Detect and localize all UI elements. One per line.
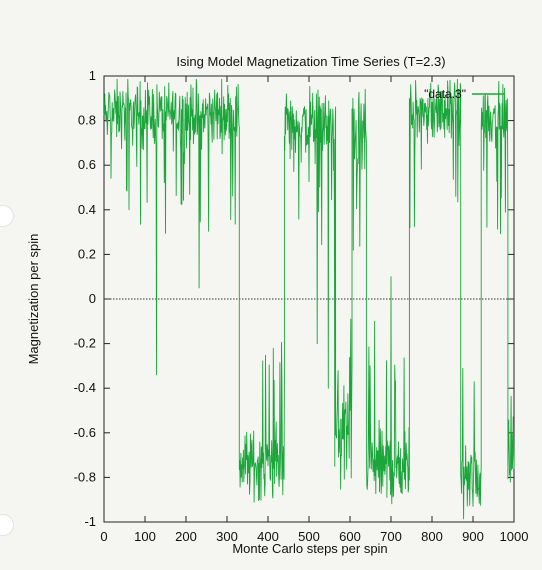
series-line-data-3 [103,78,515,520]
y-tick-label: 0.2 [78,246,96,261]
x-tick-label: 500 [298,529,320,544]
x-tick-label: 900 [462,529,484,544]
x-tick-label: 700 [380,529,402,544]
y-tick-label: -0.4 [74,380,96,395]
y-tick-label: -0.6 [74,425,96,440]
x-tick-label: 300 [216,529,238,544]
y-axis: -1 -0.8 -0.6 -0.4 -0.2 0 0.2 0.4 0.6 0.8 1 [74,68,514,529]
y-tick-label: -1 [84,514,96,529]
x-tick-label: 0 [100,529,107,544]
x-tick-label: 100 [134,529,156,544]
legend-label: "data.3" [424,87,466,101]
y-tick-label: 0 [89,291,96,306]
y-tick-label: 0.8 [78,113,96,128]
y-tick-label: -0.2 [74,336,96,351]
y-tick-label: 0.6 [78,157,96,172]
y-tick-label: 0.4 [78,202,96,217]
y-tick-label: 1 [89,68,96,83]
series-group [103,78,515,520]
legend: "data.3" [424,87,504,101]
x-tick-label: 400 [257,529,279,544]
x-tick-label: 200 [175,529,197,544]
x-axis: 0 100 200 300 400 500 600 700 800 900 1000 [100,76,528,544]
x-axis-label: Monte Carlo steps per spin [232,541,387,556]
chart-title: Ising Model Magnetization Time Series (T… [176,54,445,69]
x-tick-label: 600 [339,529,361,544]
y-axis-label: Magnetization per spin [26,234,41,365]
y-tick-label: -0.8 [74,469,96,484]
x-tick-label: 800 [421,529,443,544]
x-tick-label: 1000 [500,529,529,544]
